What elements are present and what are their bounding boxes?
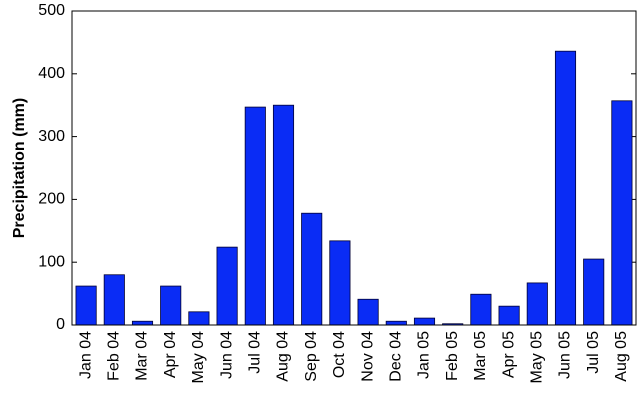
x-tick-label: Jul 05 [585, 331, 602, 374]
x-tick-label: Sep 04 [303, 331, 320, 382]
bar [244, 106, 266, 326]
x-tick-label: Nov 04 [359, 331, 376, 382]
bar [385, 320, 407, 326]
bar [160, 285, 182, 326]
plot-frame [71, 10, 637, 326]
x-tick-label: Apr 04 [162, 331, 179, 378]
bar [554, 50, 577, 326]
x-tick-label: Oct 04 [331, 331, 348, 378]
x-tick-label: Jun 04 [218, 331, 235, 379]
x-tick-label: Mar 04 [134, 331, 151, 381]
y-tick-label: 0 [56, 316, 65, 333]
bar [188, 311, 210, 326]
x-tick-label: Mar 05 [472, 331, 489, 381]
x-tick-label: Feb 05 [444, 331, 461, 381]
x-tick-label: Dec 04 [388, 331, 405, 382]
x-tick-label: May 05 [529, 331, 546, 384]
x-tick-label: Jan 04 [77, 331, 94, 379]
bar [611, 100, 633, 326]
x-tick-label: Jan 05 [416, 331, 433, 379]
x-tick-label: Aug 05 [613, 331, 630, 382]
y-tick-label: 400 [38, 65, 65, 82]
y-axis-label: Precipitation (mm) [11, 98, 28, 238]
bar [216, 246, 238, 326]
bar [75, 285, 97, 326]
x-tick-label: Jun 05 [557, 331, 574, 379]
bar [583, 258, 605, 326]
bar [329, 240, 351, 326]
x-tick-label: Aug 04 [275, 331, 292, 382]
x-tick-label: Apr 05 [500, 331, 517, 378]
bar [413, 317, 436, 326]
bar [357, 298, 379, 326]
x-tick-label: Jul 04 [247, 331, 264, 374]
x-tick-label: May 04 [190, 331, 207, 384]
x-tick-label: Feb 04 [106, 331, 123, 381]
bar [131, 320, 154, 326]
y-tick-label: 300 [38, 128, 65, 145]
y-tick-label: 200 [38, 191, 65, 208]
bar [470, 293, 492, 326]
bar [272, 104, 295, 326]
y-tick-label: 500 [38, 2, 65, 19]
bar [526, 282, 548, 326]
y-tick-label: 100 [38, 253, 65, 270]
bar [498, 305, 520, 326]
bar [301, 212, 323, 326]
bar [103, 274, 125, 326]
